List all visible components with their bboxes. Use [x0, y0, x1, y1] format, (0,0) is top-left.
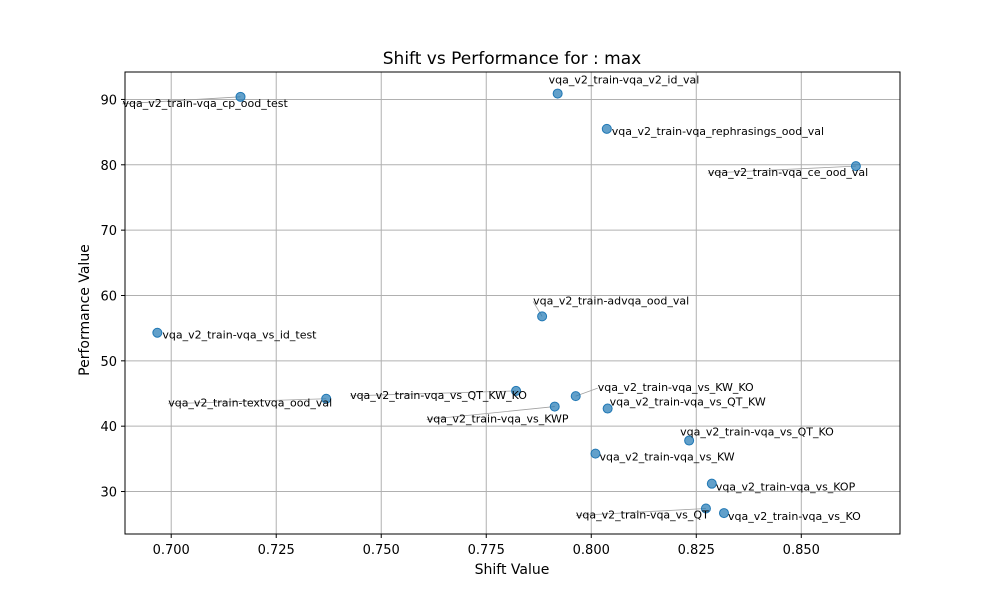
x-axis-label: Shift Value	[475, 562, 550, 578]
scatter-point	[850, 161, 861, 172]
scatter-point	[549, 401, 560, 412]
scatter-point	[235, 91, 246, 102]
point-label: vqa_v2_train-vqa_vs_KW_KO	[598, 381, 754, 394]
point-label: vqa_v2_train-advqa_ood_val	[533, 294, 689, 307]
x-axis-ticks: 0.700 0.725 0.750 0.775 0.800 0.825 0.850	[153, 534, 820, 558]
point-label: vqa_v2_train-vqa_vs_QT	[576, 509, 709, 522]
point-label: vqa_v2_train-vqa_rephrasings_ood_val	[612, 125, 824, 138]
point-label: vqa_v2_train-vqa_vs_QT_KO	[680, 426, 834, 439]
scatter-point	[700, 503, 711, 514]
chart-title: Shift vs Performance for : max	[383, 49, 641, 69]
point-label: vqa_v2_train-vqa_cp_ood_test	[123, 97, 289, 110]
scatter-point	[590, 448, 601, 459]
point-label: vqa_v2_train-vqa_vs_id_test	[162, 329, 317, 342]
y-tick-label: 70	[100, 224, 117, 239]
point-label: vqa_v2_train-vqa_vs_KWP	[427, 413, 569, 426]
x-tick-label: 0.750	[363, 543, 400, 558]
scatter-point	[602, 403, 613, 414]
point-label: vqa_v2_train-vqa_v2_id_val	[549, 74, 700, 87]
x-tick-label: 0.850	[783, 543, 820, 558]
point-labels: vqa_v2_train-vqa_cp_ood_test vqa_v2_train…	[123, 74, 869, 524]
grid-lines	[125, 72, 900, 534]
plot-frame	[124, 71, 901, 535]
point-label: vqa_v2_train-vqa_vs_KO	[728, 510, 861, 523]
y-tick-label: 90	[100, 93, 117, 108]
x-tick-label: 0.825	[678, 543, 715, 558]
point-label: vqa_v2_train-vqa_vs_QT_KW_KO	[350, 389, 527, 402]
leader-line	[168, 398, 327, 405]
leader-line	[122, 96, 241, 105]
scatter-point	[537, 311, 548, 322]
scatter-point	[511, 385, 522, 396]
scatter-point	[321, 393, 332, 404]
y-tick-label: 40	[100, 420, 117, 435]
leader-line	[426, 406, 555, 420]
point-label: vqa_v2_train-textvqa_ood_val	[168, 397, 332, 410]
scatter-point	[718, 508, 729, 519]
scatter-point	[152, 327, 163, 338]
y-tick-label: 60	[100, 289, 117, 304]
scatter-point	[684, 435, 695, 446]
point-label: vqa_v2_train-vqa_vs_QT_KW	[610, 396, 766, 409]
y-axis-ticks: 30 40 50 60 70 80 90	[100, 93, 125, 501]
scatter-point	[570, 391, 581, 402]
y-tick-label: 80	[100, 159, 117, 174]
y-axis-label: Performance Value	[77, 244, 93, 376]
x-tick-label: 0.800	[573, 543, 610, 558]
y-tick-label: 50	[100, 355, 117, 370]
leader-line	[575, 508, 706, 516]
data-points	[152, 88, 861, 519]
x-tick-label: 0.775	[468, 543, 505, 558]
y-tick-label: 30	[100, 486, 117, 501]
scatter-point	[552, 88, 563, 99]
leader-line	[350, 390, 517, 397]
label-leader-lines	[122, 96, 856, 516]
scatter-point	[706, 478, 717, 489]
x-tick-label: 0.725	[258, 543, 295, 558]
point-label: vqa_v2_train-vqa_vs_KW	[599, 451, 734, 464]
x-tick-label: 0.700	[153, 543, 190, 558]
scatter-point	[601, 123, 612, 134]
leader-line	[707, 165, 856, 174]
point-label: vqa_v2_train-vqa_ce_ood_val	[708, 166, 868, 179]
point-label: vqa_v2_train-vqa_vs_KOP	[716, 481, 856, 494]
